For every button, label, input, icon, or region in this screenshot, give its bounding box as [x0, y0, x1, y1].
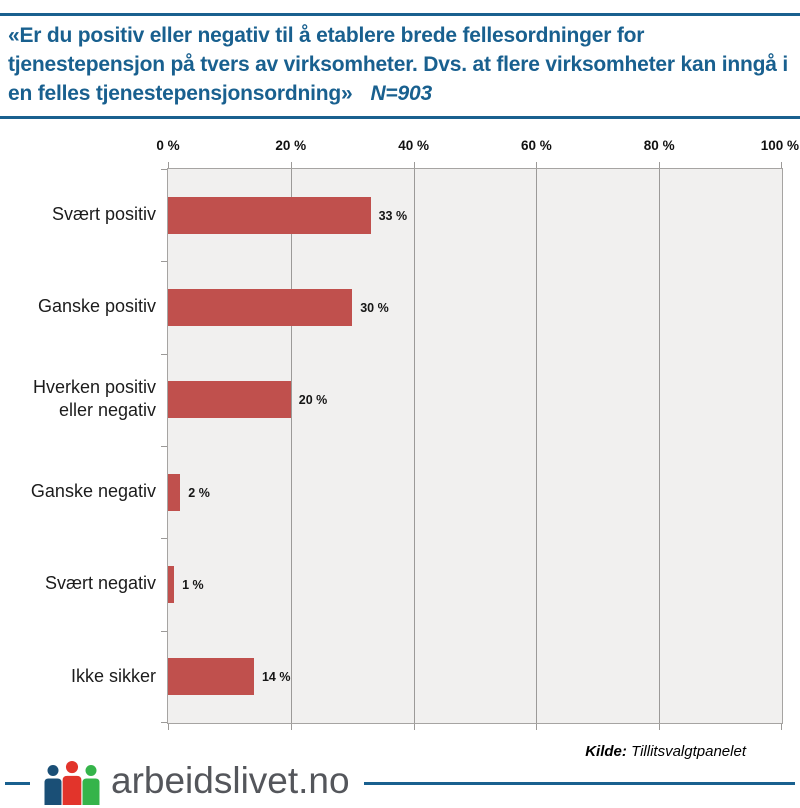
- axis-tick: [161, 354, 167, 355]
- bar: [168, 566, 175, 603]
- axis-tick: [168, 162, 169, 168]
- bar-value-label: 33 %: [378, 208, 408, 223]
- axis-tick: [161, 631, 167, 632]
- person-red-icon: [62, 761, 82, 805]
- axis-tick: [781, 162, 782, 168]
- people-logo-icon: [43, 761, 101, 805]
- axis-tick: [161, 722, 167, 723]
- category-label: Svært positiv: [51, 203, 156, 224]
- gridline: [290, 169, 292, 723]
- category-label: Ganske negativ: [30, 480, 156, 501]
- person-green-icon: [82, 765, 100, 805]
- logo-footer: arbeidslivet.no: [0, 758, 800, 808]
- bar-value-label: 2 %: [188, 485, 210, 500]
- axis-tick: [290, 162, 292, 168]
- category-label: Hverken positiv eller negativ: [32, 377, 156, 420]
- axis-tick: [290, 724, 292, 730]
- rule-right: [363, 781, 795, 785]
- rule-left: [5, 781, 30, 785]
- gridline: [536, 169, 538, 723]
- logo-text: arbeidslivet.no: [111, 760, 350, 801]
- source-note: Kilde: Tillitsvalgtpanelet: [585, 743, 746, 760]
- x-tick-label: 60 %: [521, 138, 552, 153]
- axis-tick: [659, 724, 661, 730]
- gridline: [413, 169, 415, 723]
- gridline: [659, 169, 661, 723]
- chart-title-line: «Er du positiv eller negativ til å etabl…: [8, 21, 794, 108]
- bar-value-label: 20 %: [298, 393, 328, 408]
- x-tick-label: 100 %: [760, 138, 799, 153]
- bar: [168, 473, 181, 511]
- axis-tick: [161, 169, 167, 170]
- source-label: Kilde:: [585, 743, 627, 760]
- axis-tick: [659, 162, 661, 168]
- x-tick-label: 80 %: [643, 138, 675, 153]
- category-label: Ganske positiv: [37, 296, 156, 317]
- bar-value-label: 1 %: [182, 578, 204, 592]
- bar: [168, 289, 353, 326]
- title-block: «Er du positiv eller negativ til å etabl…: [0, 13, 800, 119]
- axis-tick: [161, 446, 167, 447]
- axis-tick: [536, 162, 538, 168]
- plot-area: 33 % 30 % 20 % 2 % 1 % 14 %: [161, 162, 783, 730]
- source-value: Tillitsvalgtpanelet: [631, 743, 746, 760]
- bar-value-label: 30 %: [360, 301, 389, 315]
- category-label: Svært negativ: [44, 573, 156, 594]
- axis-tick: [781, 724, 782, 730]
- person-blue-icon: [44, 765, 62, 805]
- sample-size-label: N=903: [370, 82, 432, 105]
- bar: [168, 658, 254, 696]
- x-tick-label: 40 %: [398, 138, 429, 153]
- chart-title: «Er du positiv eller negativ til å etabl…: [8, 24, 788, 105]
- x-tick-label: 20 %: [275, 138, 307, 153]
- bar-value-label: 14 %: [261, 670, 291, 685]
- axis-tick: [161, 538, 167, 539]
- category-label: Ikke sikker: [70, 665, 156, 686]
- x-tick-label: 0 %: [156, 138, 180, 153]
- axis-tick: [168, 724, 169, 730]
- axis-tick: [161, 261, 167, 262]
- bar: [168, 196, 371, 234]
- axis-tick: [536, 724, 538, 730]
- axis-tick: [413, 162, 415, 168]
- axis-tick: [413, 724, 415, 730]
- bar: [168, 381, 291, 419]
